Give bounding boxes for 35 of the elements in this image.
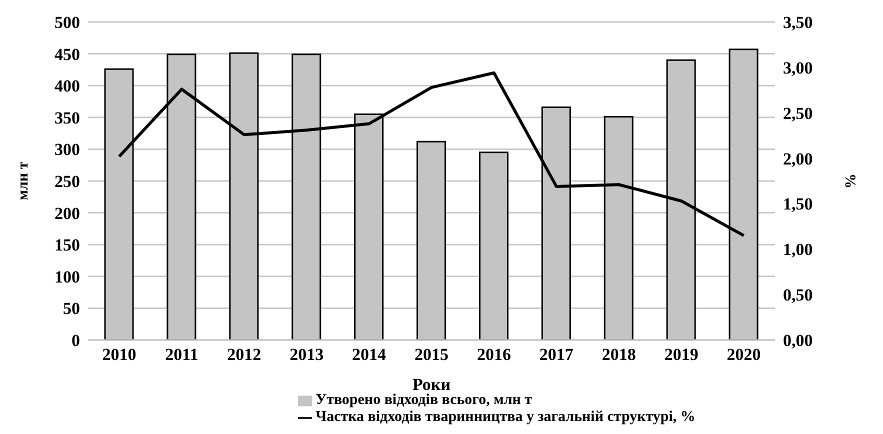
y-tick-label: 350 xyxy=(54,108,80,128)
legend-label: Утворено відходів всього, млн т xyxy=(316,392,532,408)
legend-label: Частка відходів тваринництва у загальній структурі, % xyxy=(316,409,696,425)
x-tick-label: 2018 xyxy=(602,345,636,364)
x-tick-label: 2015 xyxy=(414,345,448,364)
y2-tick-label: 2,00 xyxy=(783,149,813,168)
y2-tick-label: 3,00 xyxy=(783,58,813,78)
x-tick-label: 2013 xyxy=(290,345,324,364)
y2-axis-title: % xyxy=(842,174,858,188)
x-tick-label: 2010 xyxy=(102,345,136,364)
x-tick-label: 2016 xyxy=(476,345,511,364)
x-tick-label: 2012 xyxy=(227,345,262,364)
y-tick-label: 0 xyxy=(72,331,80,350)
x-axis-title: Роки xyxy=(412,375,451,394)
y-tick-label: 300 xyxy=(54,140,80,160)
y-tick-label: 50 xyxy=(63,299,80,318)
x-tick-label: 2011 xyxy=(165,345,198,364)
y-axis-title: млн т xyxy=(15,161,32,200)
x-tick-label: 2014 xyxy=(352,345,387,364)
x-tick-label: 2019 xyxy=(664,345,698,364)
y-tick-label: 400 xyxy=(54,76,80,96)
y2-tick-label: 1,50 xyxy=(783,194,813,214)
y-tick-label: 150 xyxy=(54,236,80,255)
y-tick-label: 200 xyxy=(54,204,80,223)
y2-tick-label: 0,00 xyxy=(783,331,813,350)
x-tick-label: 2020 xyxy=(726,345,761,364)
y2-tick-label: 2,50 xyxy=(783,104,813,123)
y2-tick-label: 1,00 xyxy=(783,240,813,260)
y-tick-label: 450 xyxy=(54,44,80,64)
y2-tick-label: 3,50 xyxy=(783,13,813,32)
y-tick-label: 250 xyxy=(54,172,80,192)
x-tick-label: 2017 xyxy=(539,345,574,364)
y2-tick-label: 0,50 xyxy=(783,286,813,305)
y-tick-label: 500 xyxy=(54,13,80,32)
y-tick-label: 100 xyxy=(54,267,80,286)
